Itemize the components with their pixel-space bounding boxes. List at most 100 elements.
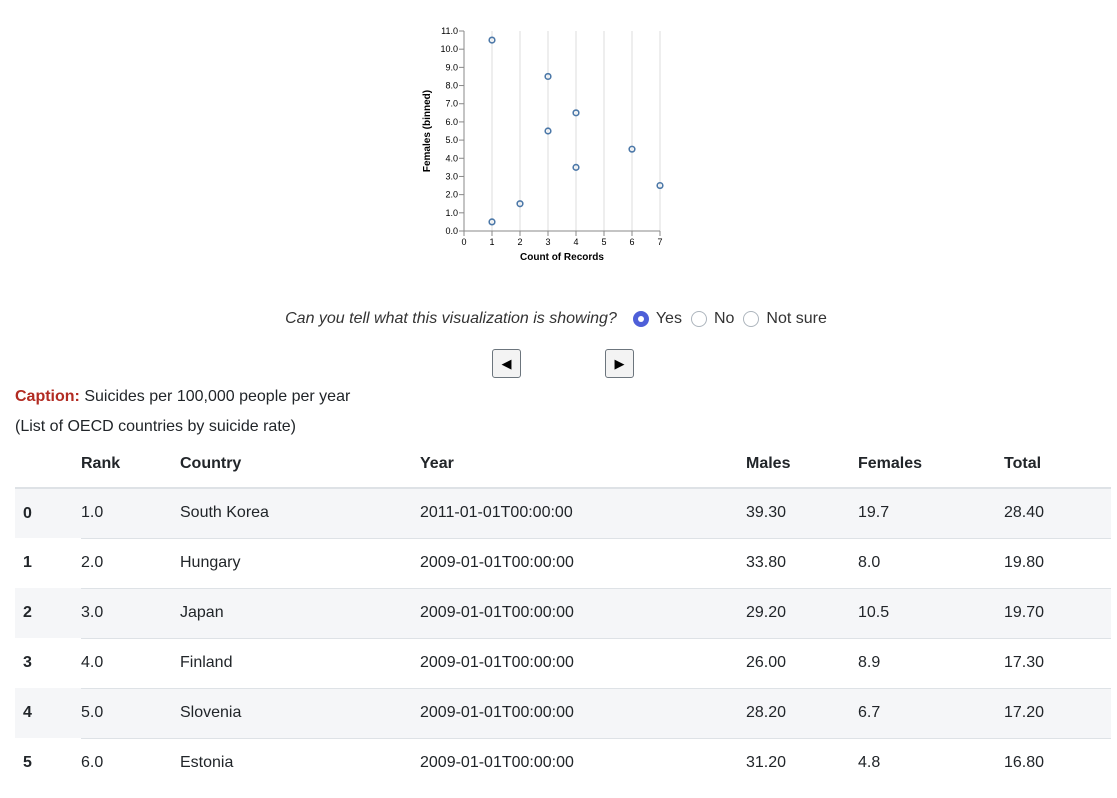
row-index: 3 bbox=[23, 654, 32, 671]
year-cell: 2009-01-01T00:00:00 bbox=[420, 537, 746, 588]
data-point bbox=[656, 181, 664, 190]
data-point bbox=[572, 163, 580, 171]
females-cell: 19.7 bbox=[858, 487, 1004, 538]
left-arrow-icon: ◀ bbox=[501, 355, 512, 371]
table-row: 3 4.0 Finland 2009-01-01T00:00:00 26.00 8.9 17… bbox=[15, 637, 1111, 688]
rank-cell: 5.0 bbox=[81, 687, 180, 738]
y-axis-title: Females (binned) bbox=[422, 90, 433, 172]
y-tick-label: 6.0 bbox=[445, 117, 458, 127]
year-cell: 2011-01-01T00:00:00 bbox=[420, 487, 746, 538]
y-tick-label: 7.0 bbox=[445, 99, 458, 109]
males-cell: 26.00 bbox=[746, 637, 858, 688]
data-point bbox=[544, 127, 552, 135]
y-tick-label: 3.0 bbox=[445, 171, 458, 181]
chart-svg: 0.0 1.0 2.0 3.0 4.0 5.0 6.0 7.0 8.0 9.0 10.0 11.0 0 1… bbox=[422, 26, 664, 263]
scatter-chart: 0.0 1.0 2.0 3.0 4.0 5.0 6.0 7.0 8.0 9.0 10.0 11.0 0 1… bbox=[415, 22, 675, 268]
column-header-total: Total bbox=[1004, 440, 1111, 489]
total-cell: 19.80 bbox=[1004, 537, 1111, 588]
radio-no[interactable]: No bbox=[690, 310, 735, 328]
y-tick-label: 1.0 bbox=[445, 208, 458, 218]
rank-cell: 6.0 bbox=[81, 737, 180, 788]
rank-cell: 4.0 bbox=[81, 637, 180, 688]
row-index: 2 bbox=[15, 588, 81, 638]
column-header-index bbox=[15, 440, 81, 489]
y-tick-label: 2.0 bbox=[445, 190, 458, 200]
y-tick-label: 11.0 bbox=[441, 26, 458, 36]
data-point bbox=[628, 145, 636, 153]
rank-cell: 2.0 bbox=[81, 537, 180, 588]
x-axis-title: Count of Records bbox=[520, 252, 604, 263]
rank-cell: 3.0 bbox=[81, 587, 180, 638]
table-row: 1 2.0 Hungary 2009-01-01T00:00:00 33.80 8.0 19… bbox=[15, 537, 1111, 588]
row-index: 1 bbox=[23, 554, 32, 571]
x-tick-label: 2 bbox=[517, 237, 522, 247]
question-row: Can you tell what this visualization is … bbox=[0, 310, 1117, 328]
caption-subtitle: (List of OECD countries by suicide rate) bbox=[15, 418, 296, 435]
data-point bbox=[488, 218, 496, 226]
right-arrow-icon: ▶ bbox=[614, 355, 625, 371]
table-header-row: Rank Country Year Males Females Total bbox=[15, 440, 1111, 489]
column-header-year: Year bbox=[420, 440, 746, 489]
x-tick-label: 3 bbox=[545, 237, 550, 247]
column-header-males: Males bbox=[746, 440, 858, 489]
males-cell: 31.20 bbox=[746, 737, 858, 788]
next-button[interactable]: ▶ bbox=[605, 349, 634, 378]
females-cell: 10.5 bbox=[858, 587, 1004, 638]
data-point bbox=[516, 200, 524, 208]
country-cell: Finland bbox=[180, 637, 420, 688]
previous-button[interactable]: ◀ bbox=[492, 349, 521, 378]
y-tick-label: 5.0 bbox=[445, 135, 458, 145]
females-cell: 4.8 bbox=[858, 737, 1004, 788]
year-cell: 2009-01-01T00:00:00 bbox=[420, 637, 746, 688]
radio-no-label: No bbox=[713, 310, 735, 327]
column-header-females: Females bbox=[858, 440, 1004, 489]
x-tick-label: 7 bbox=[657, 237, 662, 247]
females-cell: 8.0 bbox=[858, 537, 1004, 588]
x-tick-label: 6 bbox=[629, 237, 634, 247]
total-cell: 19.70 bbox=[1004, 587, 1111, 638]
year-cell: 2009-01-01T00:00:00 bbox=[420, 737, 746, 788]
country-cell: South Korea bbox=[180, 487, 420, 538]
question-text: Can you tell what this visualization is … bbox=[285, 310, 617, 327]
females-cell: 6.7 bbox=[858, 687, 1004, 738]
y-tick-label: 10.0 bbox=[440, 44, 458, 54]
total-cell: 17.20 bbox=[1004, 687, 1111, 738]
males-cell: 39.30 bbox=[746, 487, 858, 538]
radio-yes-circle[interactable] bbox=[632, 311, 649, 327]
males-cell: 33.80 bbox=[746, 537, 858, 588]
radio-not-sure-circle[interactable] bbox=[743, 311, 760, 327]
x-tick-label: 1 bbox=[489, 237, 494, 247]
total-cell: 16.80 bbox=[1004, 737, 1111, 788]
data-point bbox=[544, 72, 552, 81]
total-cell: 28.40 bbox=[1004, 487, 1111, 538]
country-cell: Japan bbox=[180, 587, 420, 638]
caption-label: Caption: bbox=[15, 388, 80, 405]
year-cell: 2009-01-01T00:00:00 bbox=[420, 587, 746, 638]
x-tick-label: 0 bbox=[461, 237, 466, 247]
rank-cell: 1.0 bbox=[81, 487, 180, 538]
data-point bbox=[572, 109, 580, 117]
year-cell: 2009-01-01T00:00:00 bbox=[420, 687, 746, 738]
table-row: 5 6.0 Estonia 2009-01-01T00:00:00 31.20 4.8 16… bbox=[15, 737, 1111, 788]
radio-yes[interactable]: Yes bbox=[632, 310, 682, 328]
females-cell: 8.9 bbox=[858, 637, 1004, 688]
y-tick-label: 9.0 bbox=[445, 62, 458, 72]
total-cell: 17.30 bbox=[1004, 637, 1111, 688]
country-cell: Estonia bbox=[180, 737, 420, 788]
column-header-country: Country bbox=[180, 440, 420, 489]
country-cell: Hungary bbox=[180, 537, 420, 588]
table-row: 0 1.0 South Korea 2011-01-01T00:00:00 39.30 1… bbox=[15, 487, 1111, 538]
radio-no-circle[interactable] bbox=[690, 311, 707, 327]
y-tick-label: 8.0 bbox=[445, 81, 458, 91]
row-index: 5 bbox=[23, 754, 32, 771]
y-tick-label: 4.0 bbox=[445, 153, 458, 163]
table-row: 2 3.0 Japan 2009-01-01T00:00:00 29.20 10.5 19.… bbox=[15, 587, 1111, 638]
x-tick-label: 5 bbox=[601, 237, 606, 247]
males-cell: 29.20 bbox=[746, 587, 858, 638]
radio-not-sure[interactable]: Not sure bbox=[743, 310, 827, 328]
table-row: 4 5.0 Slovenia 2009-01-01T00:00:00 28.20 6.7 1… bbox=[15, 687, 1111, 738]
caption-text: Suicides per 100,000 people per year bbox=[84, 388, 351, 405]
y-tick-label: 0.0 bbox=[445, 226, 458, 236]
column-header-rank: Rank bbox=[81, 440, 180, 489]
